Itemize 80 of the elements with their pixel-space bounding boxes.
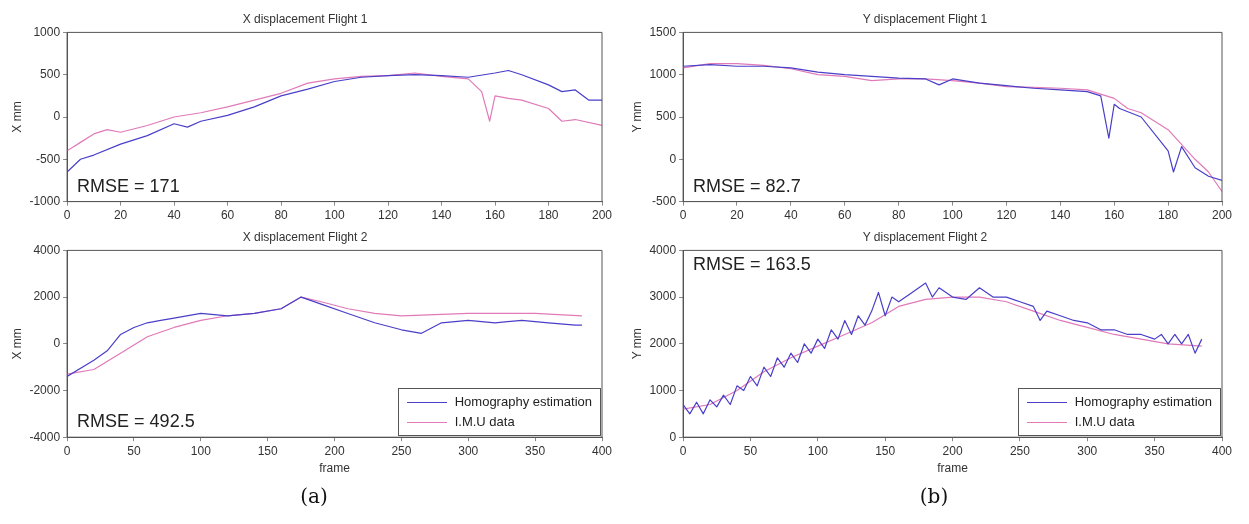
y-tick-label: -4000	[29, 429, 61, 444]
chart-title: Y displacement Flight 1	[862, 11, 988, 26]
x-tick-label: 250	[391, 443, 412, 458]
y-tick-label: 1000	[649, 382, 677, 397]
y-tick-label: 0	[53, 109, 61, 124]
x-tick-label: 180	[1158, 208, 1179, 223]
y-tick-label: 0	[53, 336, 61, 351]
x-tick-label: 60	[220, 208, 235, 223]
legend-label: Homography estimation	[1074, 393, 1212, 412]
x-tick-label: 80	[891, 208, 906, 223]
x-tick-label: 50	[127, 443, 141, 458]
x-tick-label: 100	[807, 443, 829, 458]
x-tick-label: 150	[875, 443, 896, 458]
chart-title: X displacement Flight 1	[242, 11, 368, 26]
text: (b)	[918, 484, 950, 508]
x-tick-label: 0	[63, 208, 71, 223]
x-tick-label: 180	[538, 208, 559, 223]
annotation: RMSE = 171	[77, 175, 180, 196]
y-tick-label: 1000	[33, 24, 61, 39]
x-tick-label: 300	[1077, 443, 1098, 458]
y-tick-label: 2000	[33, 289, 61, 304]
x-tick-label: 100	[324, 208, 345, 223]
x-axis-title: frame	[937, 461, 969, 476]
y-axis-title: Y mm	[629, 101, 644, 133]
x-tick-label: 400	[1211, 443, 1233, 458]
y-axis-title: Y mm	[629, 328, 644, 360]
y-tick-label: 4000	[33, 242, 61, 257]
y-tick-label: 1000	[649, 67, 677, 82]
x-tick-label: 350	[1144, 443, 1165, 458]
y-tick-label: -1000	[29, 193, 61, 208]
y-tick-label: 500	[656, 109, 677, 124]
x-tick-label: 0	[679, 443, 687, 458]
legend-label: I.M.U data	[454, 413, 515, 432]
x-tick-label: 60	[838, 208, 852, 223]
annotation: RMSE = 492.5	[77, 411, 195, 432]
legend-label: Homography estimation	[454, 393, 592, 412]
x-tick-label: 300	[458, 443, 479, 458]
x-tick-label: 120	[996, 208, 1017, 223]
x-tick-label: 250	[1009, 443, 1031, 458]
y-tick-label: 2000	[649, 336, 677, 351]
x-tick-label: 20	[730, 208, 744, 223]
annotation: RMSE = 163.5	[693, 254, 811, 275]
x-tick-label: 0	[63, 443, 71, 458]
x-tick-label: 40	[784, 208, 798, 223]
y-tick-label: 0	[669, 151, 677, 166]
y-tick-label: 1500	[649, 24, 677, 39]
x-tick-label: 160	[485, 208, 506, 223]
x-axis-title: frame	[319, 461, 351, 476]
y-tick-label: 3000	[649, 289, 677, 304]
x-tick-label: 50	[743, 443, 758, 458]
y-axis-title: X mm	[9, 101, 24, 133]
x-tick-label: 200	[1211, 208, 1233, 223]
annotation: RMSE = 82.7	[693, 175, 801, 196]
x-tick-label: 400	[591, 443, 613, 458]
x-tick-label: 200	[324, 443, 345, 458]
x-tick-label: 350	[525, 443, 546, 458]
x-tick-label: 100	[942, 208, 963, 223]
x-tick-label: 40	[167, 208, 182, 223]
legend-label: I.M.U data	[1074, 413, 1135, 432]
x-tick-label: 140	[1050, 208, 1071, 223]
y-tick-label: 4000	[649, 242, 677, 257]
y-tick-label: 500	[40, 67, 61, 82]
y-tick-label: 0	[669, 429, 677, 444]
x-tick-label: 120	[378, 208, 399, 223]
x-tick-label: 160	[1104, 208, 1125, 223]
x-tick-label: 150	[257, 443, 279, 458]
x-tick-label: 140	[431, 208, 452, 223]
y-tick-label: -500	[36, 151, 61, 166]
x-tick-label: 200	[591, 208, 613, 223]
text: (a)	[299, 484, 329, 508]
x-tick-label: 0	[679, 208, 687, 223]
y-axis-title: X mm	[9, 328, 24, 360]
y-tick-label: -500	[652, 193, 677, 208]
x-tick-label: 100	[190, 443, 212, 458]
chart-title: Y displacement Flight 2	[862, 229, 988, 244]
x-tick-label: 200	[942, 443, 963, 458]
x-tick-label: 80	[274, 208, 289, 223]
x-tick-label: 20	[113, 208, 128, 223]
y-tick-label: -2000	[29, 382, 61, 397]
chart-title: X displacement Flight 2	[242, 229, 368, 244]
